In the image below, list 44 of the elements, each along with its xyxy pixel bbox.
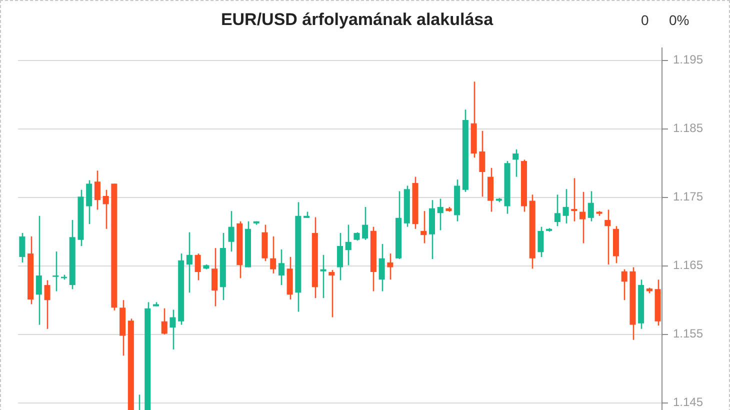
candlestick xyxy=(161,308,168,336)
candlestick xyxy=(437,198,444,231)
candlestick xyxy=(170,309,176,350)
candlestick xyxy=(345,224,352,266)
candlestick xyxy=(36,215,42,326)
candlestick xyxy=(194,252,201,281)
candlestick xyxy=(320,254,326,299)
candlestick xyxy=(588,190,594,222)
candlestick xyxy=(604,209,611,266)
y-tick-label: 1.155 xyxy=(672,326,704,341)
candlestick xyxy=(571,178,578,222)
candlestick xyxy=(336,232,343,281)
candlestick xyxy=(102,189,109,230)
candlestick xyxy=(278,248,284,286)
candlestick xyxy=(562,188,569,224)
candlestick xyxy=(554,194,560,227)
candlestick xyxy=(19,232,26,264)
candlestick xyxy=(420,210,427,244)
candlestick xyxy=(488,167,494,212)
candlestick xyxy=(212,247,218,307)
y-tick-label: 1.165 xyxy=(672,258,704,272)
y-tick-label: 1.195 xyxy=(672,52,704,67)
candlestick xyxy=(580,191,586,244)
candlestick xyxy=(52,250,59,292)
candlestick xyxy=(378,243,385,292)
y-tick-label: 1.175 xyxy=(672,190,704,204)
y-tick-label: 1.145 xyxy=(672,395,704,410)
chart-title: EUR/USD árfolyamának alakulása xyxy=(220,10,494,29)
candlestick xyxy=(270,236,276,274)
candlestick xyxy=(387,252,394,280)
candlestick xyxy=(479,130,486,198)
candlestick xyxy=(186,232,192,294)
candlestick xyxy=(512,148,519,178)
y-tick-label: 1.185 xyxy=(672,121,704,136)
text: 0% xyxy=(669,12,690,28)
candlestick xyxy=(228,210,234,252)
candlestick xyxy=(362,206,368,240)
candlestick xyxy=(538,226,544,258)
text: 0 xyxy=(641,12,649,28)
candlestick xyxy=(328,269,335,318)
candlestick xyxy=(621,268,628,301)
candlestick xyxy=(94,170,100,210)
candlestick xyxy=(44,280,50,330)
candlestick xyxy=(86,180,92,225)
